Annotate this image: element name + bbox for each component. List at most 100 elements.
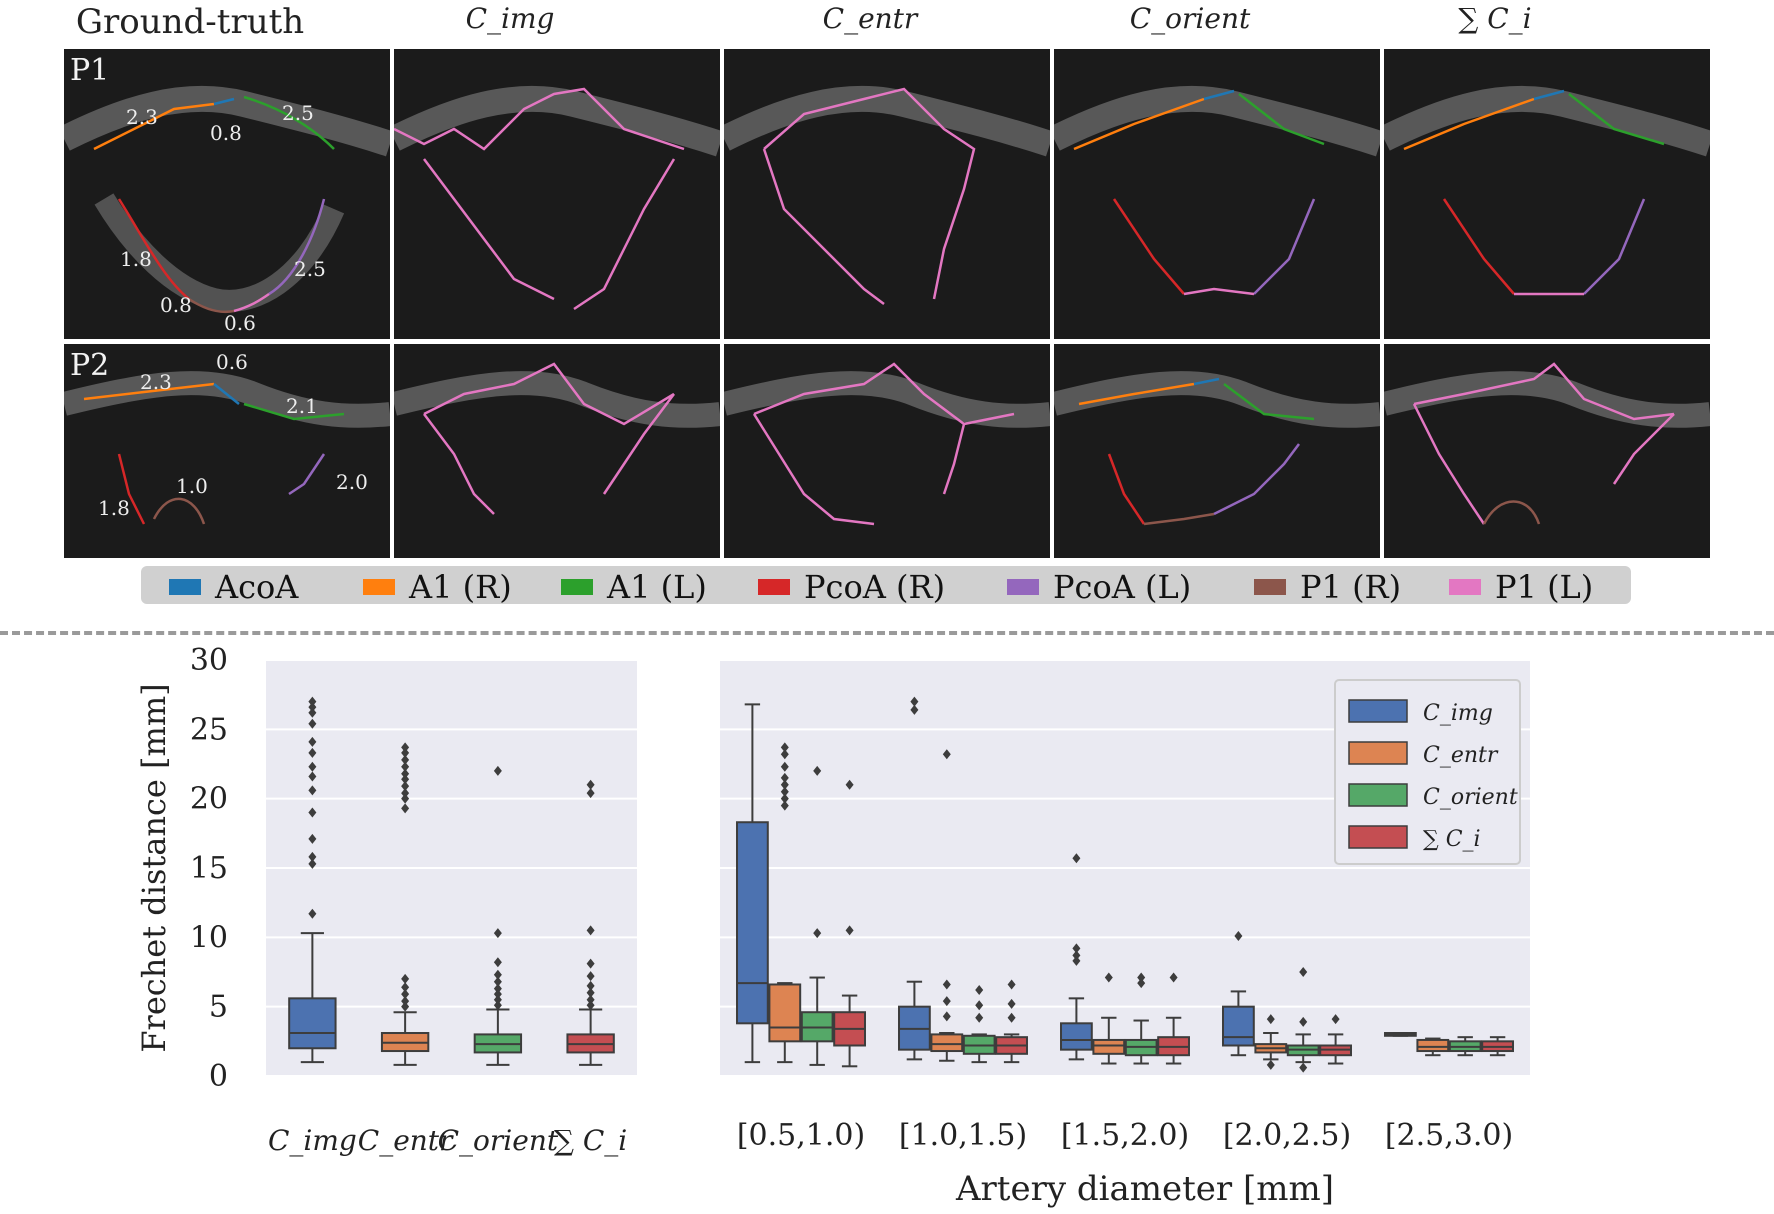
outlier-point	[308, 807, 317, 818]
box-iqr	[930, 1033, 964, 1053]
outlier-point	[401, 996, 410, 1007]
panel-p1-c-orient	[1054, 49, 1380, 339]
outlier-point	[493, 1000, 502, 1011]
outlier-point	[942, 1011, 951, 1022]
legend-swatch	[1449, 578, 1481, 595]
gt-label: 2.1	[286, 394, 318, 418]
x-axis-label: Artery diameter [mm]	[955, 1169, 1334, 1209]
column-title-c-orient: C_orient	[1129, 2, 1251, 35]
vessel-image-p1-gt	[64, 85, 390, 314]
gt-label: 2.3	[140, 370, 172, 394]
legend-label: P1 (L)	[1495, 568, 1594, 606]
box-iqr	[1060, 1022, 1093, 1051]
outlier-point	[586, 779, 595, 790]
x-tick-label: C_orient	[438, 1124, 559, 1157]
panel-p2-c-img	[394, 344, 720, 558]
outlier-point	[493, 765, 502, 776]
legend-item-a1-r: A1 (R)	[363, 568, 512, 606]
outlier-point	[1299, 1016, 1308, 1027]
column-title-c-entr: C_entr	[822, 2, 918, 35]
box-right-1-0	[898, 696, 931, 1061]
outlier-point	[493, 994, 502, 1005]
outlier-point	[401, 793, 410, 804]
chart-legend-label: C_entr	[1423, 743, 1499, 768]
gt-label: 1.8	[120, 247, 152, 271]
outlier-point	[780, 793, 789, 804]
legend-label: AcoA	[215, 568, 299, 606]
outlier-point	[1234, 930, 1243, 941]
legend-item-acoa: AcoA	[169, 568, 298, 606]
vessel-image-p1-c-entr	[724, 85, 1050, 305]
outlier-point	[308, 908, 317, 919]
outlier-point	[401, 781, 410, 792]
outlier-point	[586, 994, 595, 1005]
x-tick-label: C_entr	[358, 1124, 454, 1157]
outlier-point	[401, 973, 410, 984]
column-title-ground-truth: Ground-truth	[75, 2, 305, 42]
box-right-3-3	[1319, 1014, 1352, 1065]
y-axis-label: Frechet distance [mm]	[135, 683, 173, 1052]
outlier-point	[586, 987, 595, 998]
box-iqr	[1222, 1005, 1255, 1047]
box-iqr	[768, 983, 802, 1043]
panel-p1-c-img	[394, 49, 720, 339]
legend-swatch	[758, 578, 790, 595]
gt-label: 1.0	[176, 474, 208, 498]
legend-swatch	[169, 578, 201, 595]
outlier-point	[401, 742, 410, 753]
box-right-0-1	[768, 742, 802, 1064]
box-right-1-3	[995, 979, 1028, 1064]
panel-p2-c-orient	[1054, 344, 1380, 558]
panel-p2-ground-truth: P2 2.3 0.6 2.1 1.8 1.0 2.0	[64, 344, 390, 558]
x-tick-label: ∑ C_i	[554, 1124, 627, 1157]
box-right-0-3	[833, 779, 866, 1068]
section-divider	[0, 631, 1774, 635]
outlier-point	[780, 742, 789, 753]
legend-label: P1 (R)	[1300, 568, 1402, 606]
box-iqr	[736, 821, 769, 1025]
box-iqr	[1092, 1038, 1126, 1055]
vessel-image-p2-c-orient	[1054, 371, 1380, 526]
chart-legend-swatch	[1348, 741, 1408, 765]
outlier-point	[401, 788, 410, 799]
gt-label: 2.3	[126, 105, 158, 129]
outlier-point	[1072, 950, 1081, 961]
outlier-point	[1007, 1012, 1016, 1023]
outlier-point	[1137, 978, 1146, 989]
outlier-point	[401, 803, 410, 814]
legend-swatch	[363, 578, 395, 595]
legend-item-p1-l: P1 (L)	[1449, 568, 1593, 606]
gt-label: 0.6	[224, 311, 256, 335]
outlier-point	[493, 969, 502, 980]
box-right-4-0	[1384, 1032, 1417, 1037]
box-right-3-0	[1222, 930, 1255, 1057]
outlier-point	[1072, 955, 1081, 966]
outlier-point	[308, 851, 317, 862]
x-tick-label: [0.5,1.0)	[737, 1118, 865, 1153]
chart-legend-label: ∑ C_i	[1423, 827, 1481, 852]
legend-item-a1-l: A1 (L)	[561, 568, 707, 606]
outlier-point	[401, 754, 410, 765]
column-title-sum-c-i: ∑ C_i	[1458, 2, 1532, 35]
gt-label: 2.0	[336, 470, 368, 494]
outlier-point	[586, 925, 595, 936]
outlier-point	[308, 858, 317, 869]
legend-label: PcoA (L)	[1053, 568, 1192, 606]
legend-swatch	[1254, 578, 1286, 595]
box-right-3-2	[1286, 967, 1320, 1073]
outlier-point	[975, 985, 984, 996]
outlier-point	[493, 928, 502, 939]
outlier-point	[308, 718, 317, 729]
outlier-point	[586, 1000, 595, 1011]
gt-label: 0.8	[160, 293, 192, 317]
vessel-image-p1-c-orient	[1054, 85, 1380, 296]
y-tick-label: 0	[209, 1059, 228, 1094]
vessel-image-p2-c-img	[394, 362, 720, 515]
legend-swatch	[1007, 578, 1039, 595]
chart-legend-label: C_img	[1423, 701, 1493, 726]
box-right-4-3	[1481, 1036, 1514, 1057]
outlier-point	[910, 696, 919, 707]
segment-legend: AcoA A1 (R) A1 (L) PcoA (R) PcoA (L) P1 …	[141, 566, 1631, 606]
outlier-point	[308, 785, 317, 796]
chart-legend-box	[1334, 679, 1521, 865]
